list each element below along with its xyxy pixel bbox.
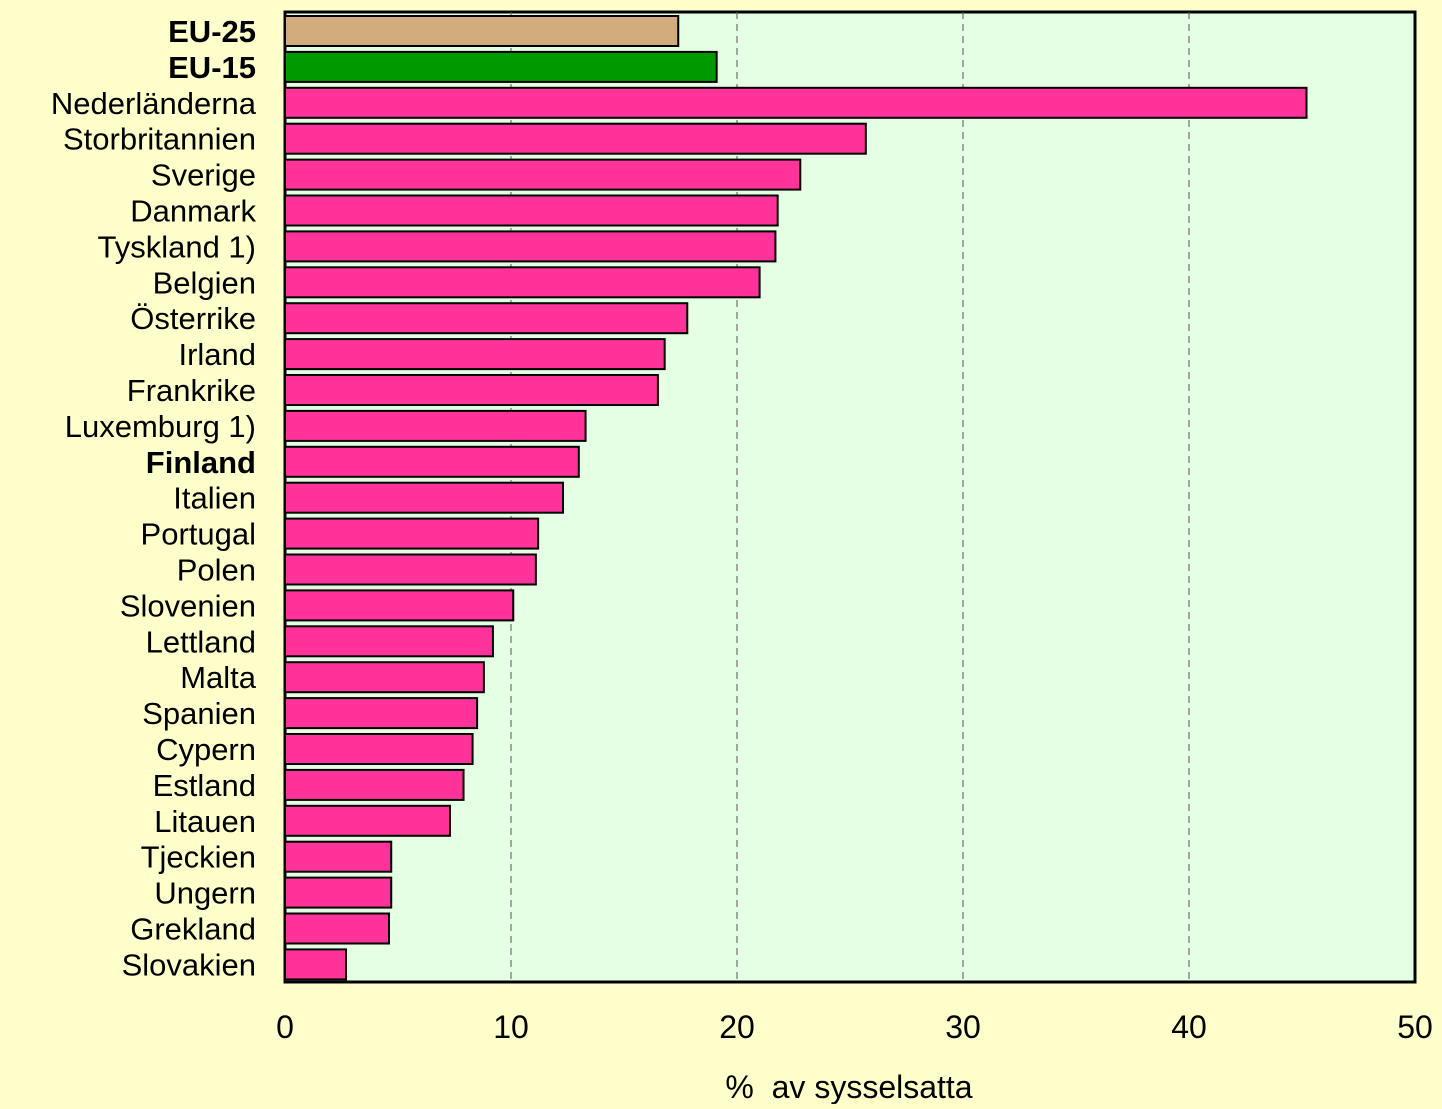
category-label-16: Slovenien [120,588,256,623]
bar-15 [284,553,537,586]
bar-8 [284,302,689,335]
bar-2 [284,86,1308,119]
category-label-9: Irland [178,337,256,372]
category-label-26: Slovakien [122,947,256,982]
bar-1 [284,50,718,83]
category-label-11: Luxemburg 1) [65,409,256,444]
category-label-6: Tyskland 1) [97,229,256,264]
x-tick-label-10: 10 [493,1009,529,1045]
x-axis-label: % av sysselsatta [725,1069,972,1104]
category-label-13: Italien [173,481,256,516]
bar-6 [284,230,777,263]
x-tick-label-30: 30 [945,1009,981,1045]
bar-19 [284,697,479,730]
bar-26 [284,948,348,981]
category-label-20: Cypern [156,732,256,767]
category-label-19: Spanien [142,696,256,731]
bar-20 [284,733,474,765]
category-label-0: EU-25 [168,14,256,49]
category-label-18: Malta [180,660,257,695]
category-label-21: Estland [153,768,256,803]
bar-23 [284,840,393,873]
bar-13 [284,481,564,514]
bar-14 [284,517,540,550]
category-label-10: Frankrike [127,373,256,408]
category-label-12: Finland [146,445,256,480]
category-label-8: Österrike [130,301,256,336]
x-tick-label-50: 50 [1397,1009,1433,1045]
bar-7 [284,266,761,299]
category-label-7: Belgien [153,265,256,300]
category-label-3: Storbritannien [63,122,256,157]
bar-21 [284,768,465,801]
category-labels: EU-25EU-15NederländernaStorbritannienSve… [51,14,257,982]
bar-10 [284,374,659,406]
bar-5 [284,194,779,227]
bar-12 [284,445,580,478]
category-label-1: EU-15 [168,50,256,85]
bar-25 [284,912,390,945]
category-label-4: Sverige [151,158,256,193]
bar-11 [284,409,587,442]
category-label-22: Litauen [154,804,256,839]
category-label-5: Danmark [130,194,256,229]
x-tick-label-20: 20 [719,1009,755,1045]
category-label-14: Portugal [141,517,256,552]
category-label-23: Tjeckien [141,840,256,875]
bar-17 [284,625,494,658]
bar-9 [284,338,666,371]
bars [284,15,1308,981]
bar-16 [284,589,515,622]
category-label-25: Grekland [130,912,256,947]
category-label-24: Ungern [154,876,256,911]
bar-18 [284,661,485,694]
x-tick-label-40: 40 [1171,1009,1207,1045]
bar-4 [284,158,802,191]
category-label-2: Nederländerna [51,86,257,121]
bar-0 [284,15,680,47]
category-label-15: Polen [177,553,256,588]
bar-3 [284,122,867,155]
category-label-17: Lettland [146,624,256,659]
bar-22 [284,804,451,837]
bar-24 [284,876,393,909]
x-tick-labels: 0 10 20 30 40 50 [276,1009,1433,1045]
x-tick-label-0: 0 [276,1009,294,1045]
